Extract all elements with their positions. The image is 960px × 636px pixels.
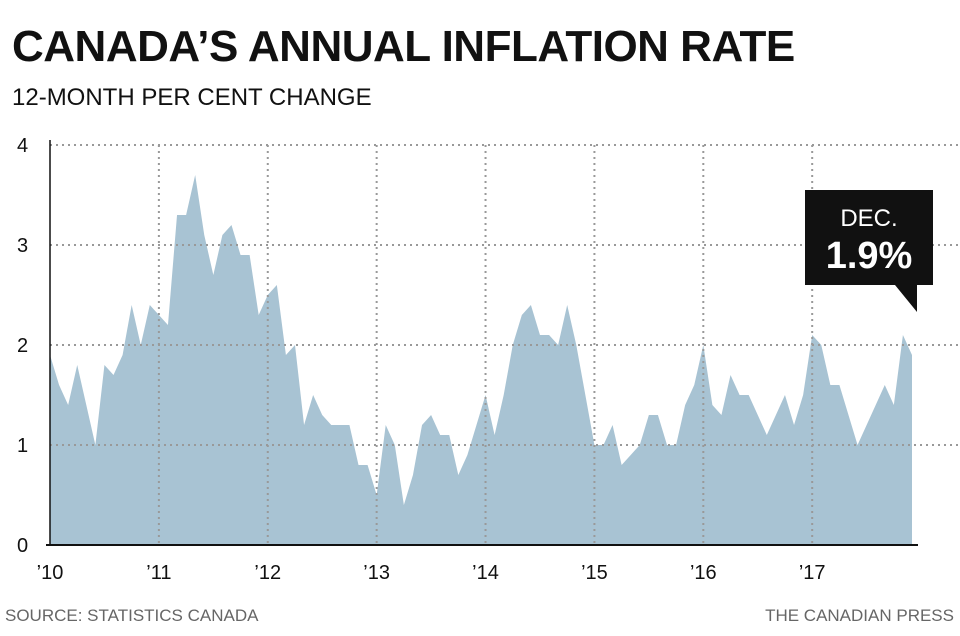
x-tick-label: ’16 [690, 562, 717, 584]
callout-box [805, 190, 933, 312]
source-note: SOURCE: STATISTICS CANADA [5, 606, 259, 625]
x-tick-label: ’11 [146, 562, 171, 584]
credit-note: THE CANADIAN PRESS [765, 606, 954, 625]
y-tick-label: 1 [17, 435, 28, 457]
y-tick-label: 4 [17, 135, 28, 157]
y-tick-label: 3 [17, 235, 28, 257]
callout-label: DEC. [840, 205, 897, 232]
y-tick-label: 0 [17, 535, 28, 557]
x-tick-label: ’17 [799, 562, 826, 584]
x-tick-label: ’14 [472, 562, 499, 584]
x-tick-label: ’13 [363, 562, 390, 584]
x-tick-label: ’15 [581, 562, 608, 584]
chart-title: CANADA’S ANNUAL INFLATION RATE [12, 22, 795, 71]
y-tick-label: 2 [17, 335, 28, 357]
x-tick-label: ’10 [37, 562, 64, 584]
callout-value: 1.9% [826, 235, 913, 277]
x-tick-label: ’12 [254, 562, 281, 584]
area-series [50, 175, 912, 545]
chart-subtitle: 12-MONTH PER CENT CHANGE [12, 84, 372, 111]
